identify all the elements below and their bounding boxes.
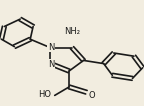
Text: HO: HO — [38, 90, 51, 99]
Text: NH₂: NH₂ — [64, 27, 80, 36]
Text: O: O — [89, 91, 95, 100]
Text: N: N — [48, 43, 54, 52]
Text: N: N — [48, 60, 54, 69]
